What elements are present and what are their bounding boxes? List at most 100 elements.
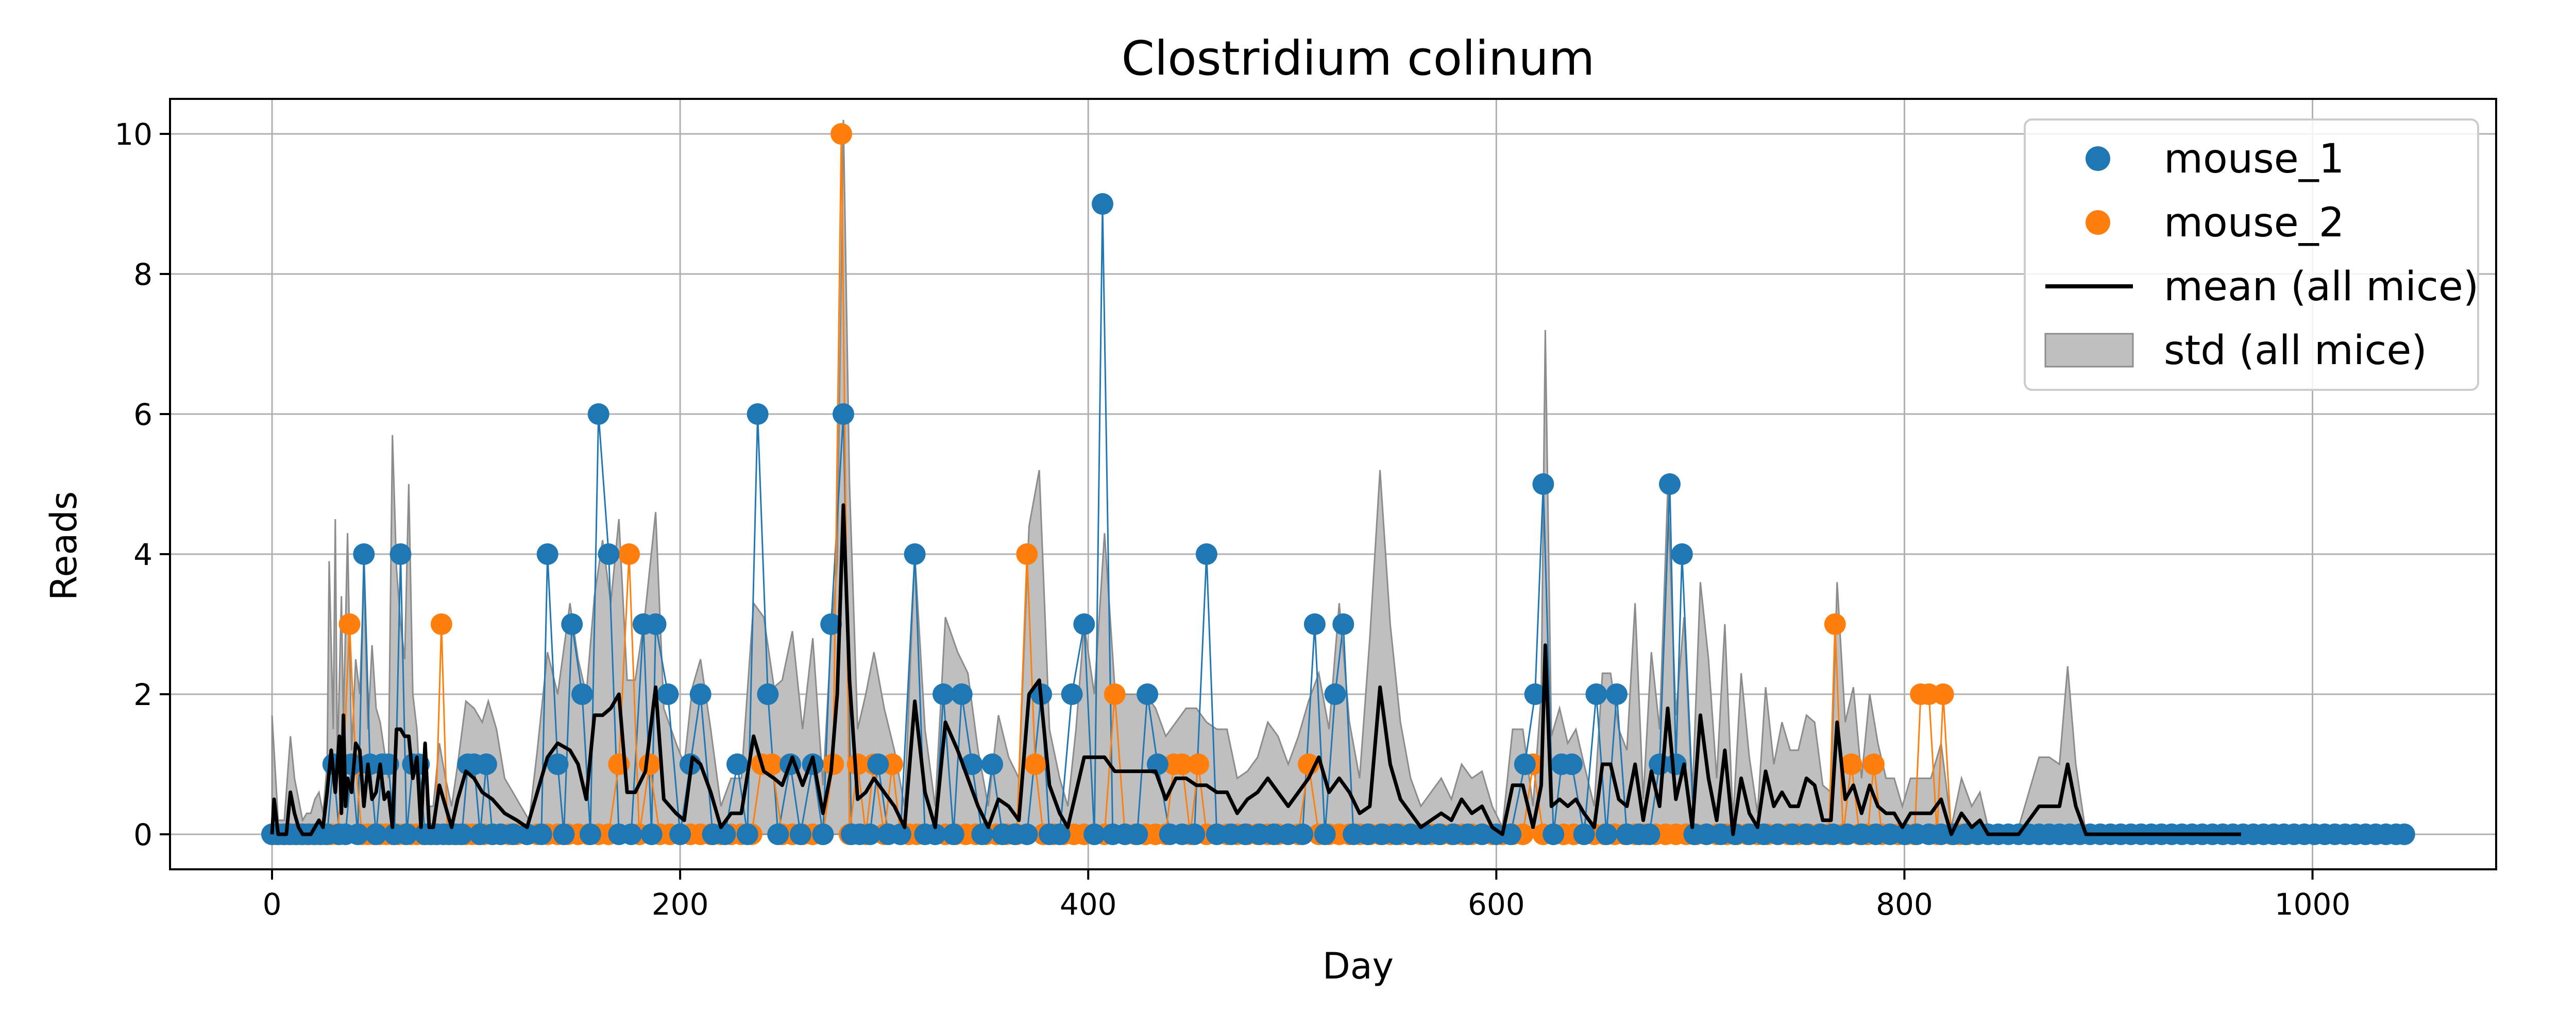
mouse_1-point (1606, 683, 1628, 705)
legend-marker (2086, 146, 2110, 171)
mouse_1-point (561, 613, 583, 635)
legend-label: mouse_2 (2164, 200, 2344, 246)
x-tick-label: 600 (1468, 887, 1525, 922)
mouse_1-point (530, 823, 552, 845)
mean-line (270, 503, 2241, 836)
mouse_2-point (1863, 753, 1885, 775)
mouse_1-point (1671, 543, 1693, 565)
legend-label: std (all mice) (2164, 328, 2427, 374)
x-tick-label: 800 (1876, 887, 1933, 922)
mouse_2-point (1824, 613, 1846, 635)
mouse_1-point (924, 823, 946, 845)
mouse_1-point (669, 823, 691, 845)
mouse_1-point (789, 823, 811, 845)
mouse_1-point (547, 753, 569, 775)
mouse_1-point (1195, 543, 1217, 565)
mouse_1-point (1137, 683, 1159, 705)
mouse_1-point (365, 823, 387, 845)
mouse_1-point (1292, 823, 1314, 845)
mouse_1-point (1543, 823, 1565, 845)
mouse_1-point (933, 683, 954, 705)
legend-box (2024, 118, 2479, 391)
mouse_1-point (598, 543, 620, 565)
mouse_1-point (942, 823, 964, 845)
mouse_2-point (338, 613, 361, 635)
mouse_1-point (714, 823, 736, 845)
mouse_1-point (1638, 823, 1660, 845)
x-tick-label: 1000 (2275, 887, 2351, 922)
mouse_1-point (1524, 683, 1546, 705)
chart-title: Clostridium colinum (1122, 31, 1595, 86)
mouse_2-point (618, 543, 640, 565)
x-tick-label: 0 (263, 887, 282, 922)
x-tick-label: 400 (1060, 887, 1117, 922)
mouse_1-point (645, 613, 667, 635)
mouse_1-point (951, 683, 973, 705)
mouse_2-point (761, 753, 783, 775)
mouse_1-point (981, 753, 1004, 775)
mouse_2-point (638, 753, 660, 775)
mouse_1-point (571, 683, 593, 705)
data-points (261, 123, 2415, 845)
mouse_1-point (1585, 683, 1607, 705)
mouse_1-point (757, 683, 779, 705)
legend-label: mean (all mice) (2164, 264, 2479, 310)
mouse_1-point (2393, 823, 2415, 845)
mouse_1-point (1016, 823, 1038, 845)
mouse_1-point (689, 683, 711, 705)
mouse_1-point (389, 543, 412, 565)
mouse_1-point (859, 823, 881, 845)
axis-ticks: 0 200 400 600 800 1000 0 2 4 6 8 10 (114, 117, 2350, 922)
mouse_1-point (640, 823, 663, 845)
mouse_1-point (726, 753, 748, 775)
mouse_2-point (1188, 753, 1210, 775)
y-tick-label: 6 (133, 397, 152, 432)
mouse_1-point (812, 823, 834, 845)
mouse_2-point (1016, 543, 1038, 565)
mouse_1-point (767, 823, 789, 845)
mouse_2-point (831, 123, 852, 145)
plot-frame (169, 98, 2497, 870)
mouse_2-point (846, 753, 869, 775)
legend-label: mouse_1 (2164, 136, 2344, 182)
mouse_1-point (1061, 683, 1083, 705)
mouse_2-point (1104, 683, 1126, 705)
mouse_1-point (579, 823, 601, 845)
mouse_1-point (1048, 823, 1071, 845)
mouse_1-point (553, 823, 575, 845)
mouse_2-point (430, 613, 452, 635)
mouse_1-point (1324, 683, 1346, 705)
mouse_1-point (833, 403, 854, 425)
mean-path (270, 503, 2241, 836)
x-tick-label: 200 (652, 887, 709, 922)
mouse_1-point (867, 753, 889, 775)
mouse_1-point (736, 823, 758, 845)
mouse_1-point (904, 543, 926, 565)
mouse_1-point (1573, 823, 1595, 845)
mouse_1-point (620, 823, 642, 845)
mouse_1-point (820, 613, 842, 635)
mouse_1-point (657, 683, 679, 705)
legend-marker (2086, 210, 2110, 235)
mouse_2-point (1840, 753, 1862, 775)
mouse_2-point (1171, 753, 1193, 775)
mouse_1-point (1303, 613, 1326, 635)
mouse_1-point (451, 823, 473, 845)
mouse_1-point (889, 823, 911, 845)
y-tick-label: 4 (133, 537, 152, 572)
mouse_2-point (1932, 683, 1954, 705)
mouse_2-point (1024, 753, 1046, 775)
x-axis-label: Day (1323, 945, 1394, 987)
mouse_1-point (587, 403, 609, 425)
mouse_1-point (1332, 613, 1354, 635)
mouse_1-point (536, 543, 558, 565)
mouse_1-point (1514, 753, 1536, 775)
legend-patch (2044, 333, 2134, 368)
y-axis-label: Reads (43, 491, 85, 600)
mouse_1-point (475, 753, 497, 775)
mouse_1-point (1561, 753, 1583, 775)
mouse_1-point (747, 403, 769, 425)
